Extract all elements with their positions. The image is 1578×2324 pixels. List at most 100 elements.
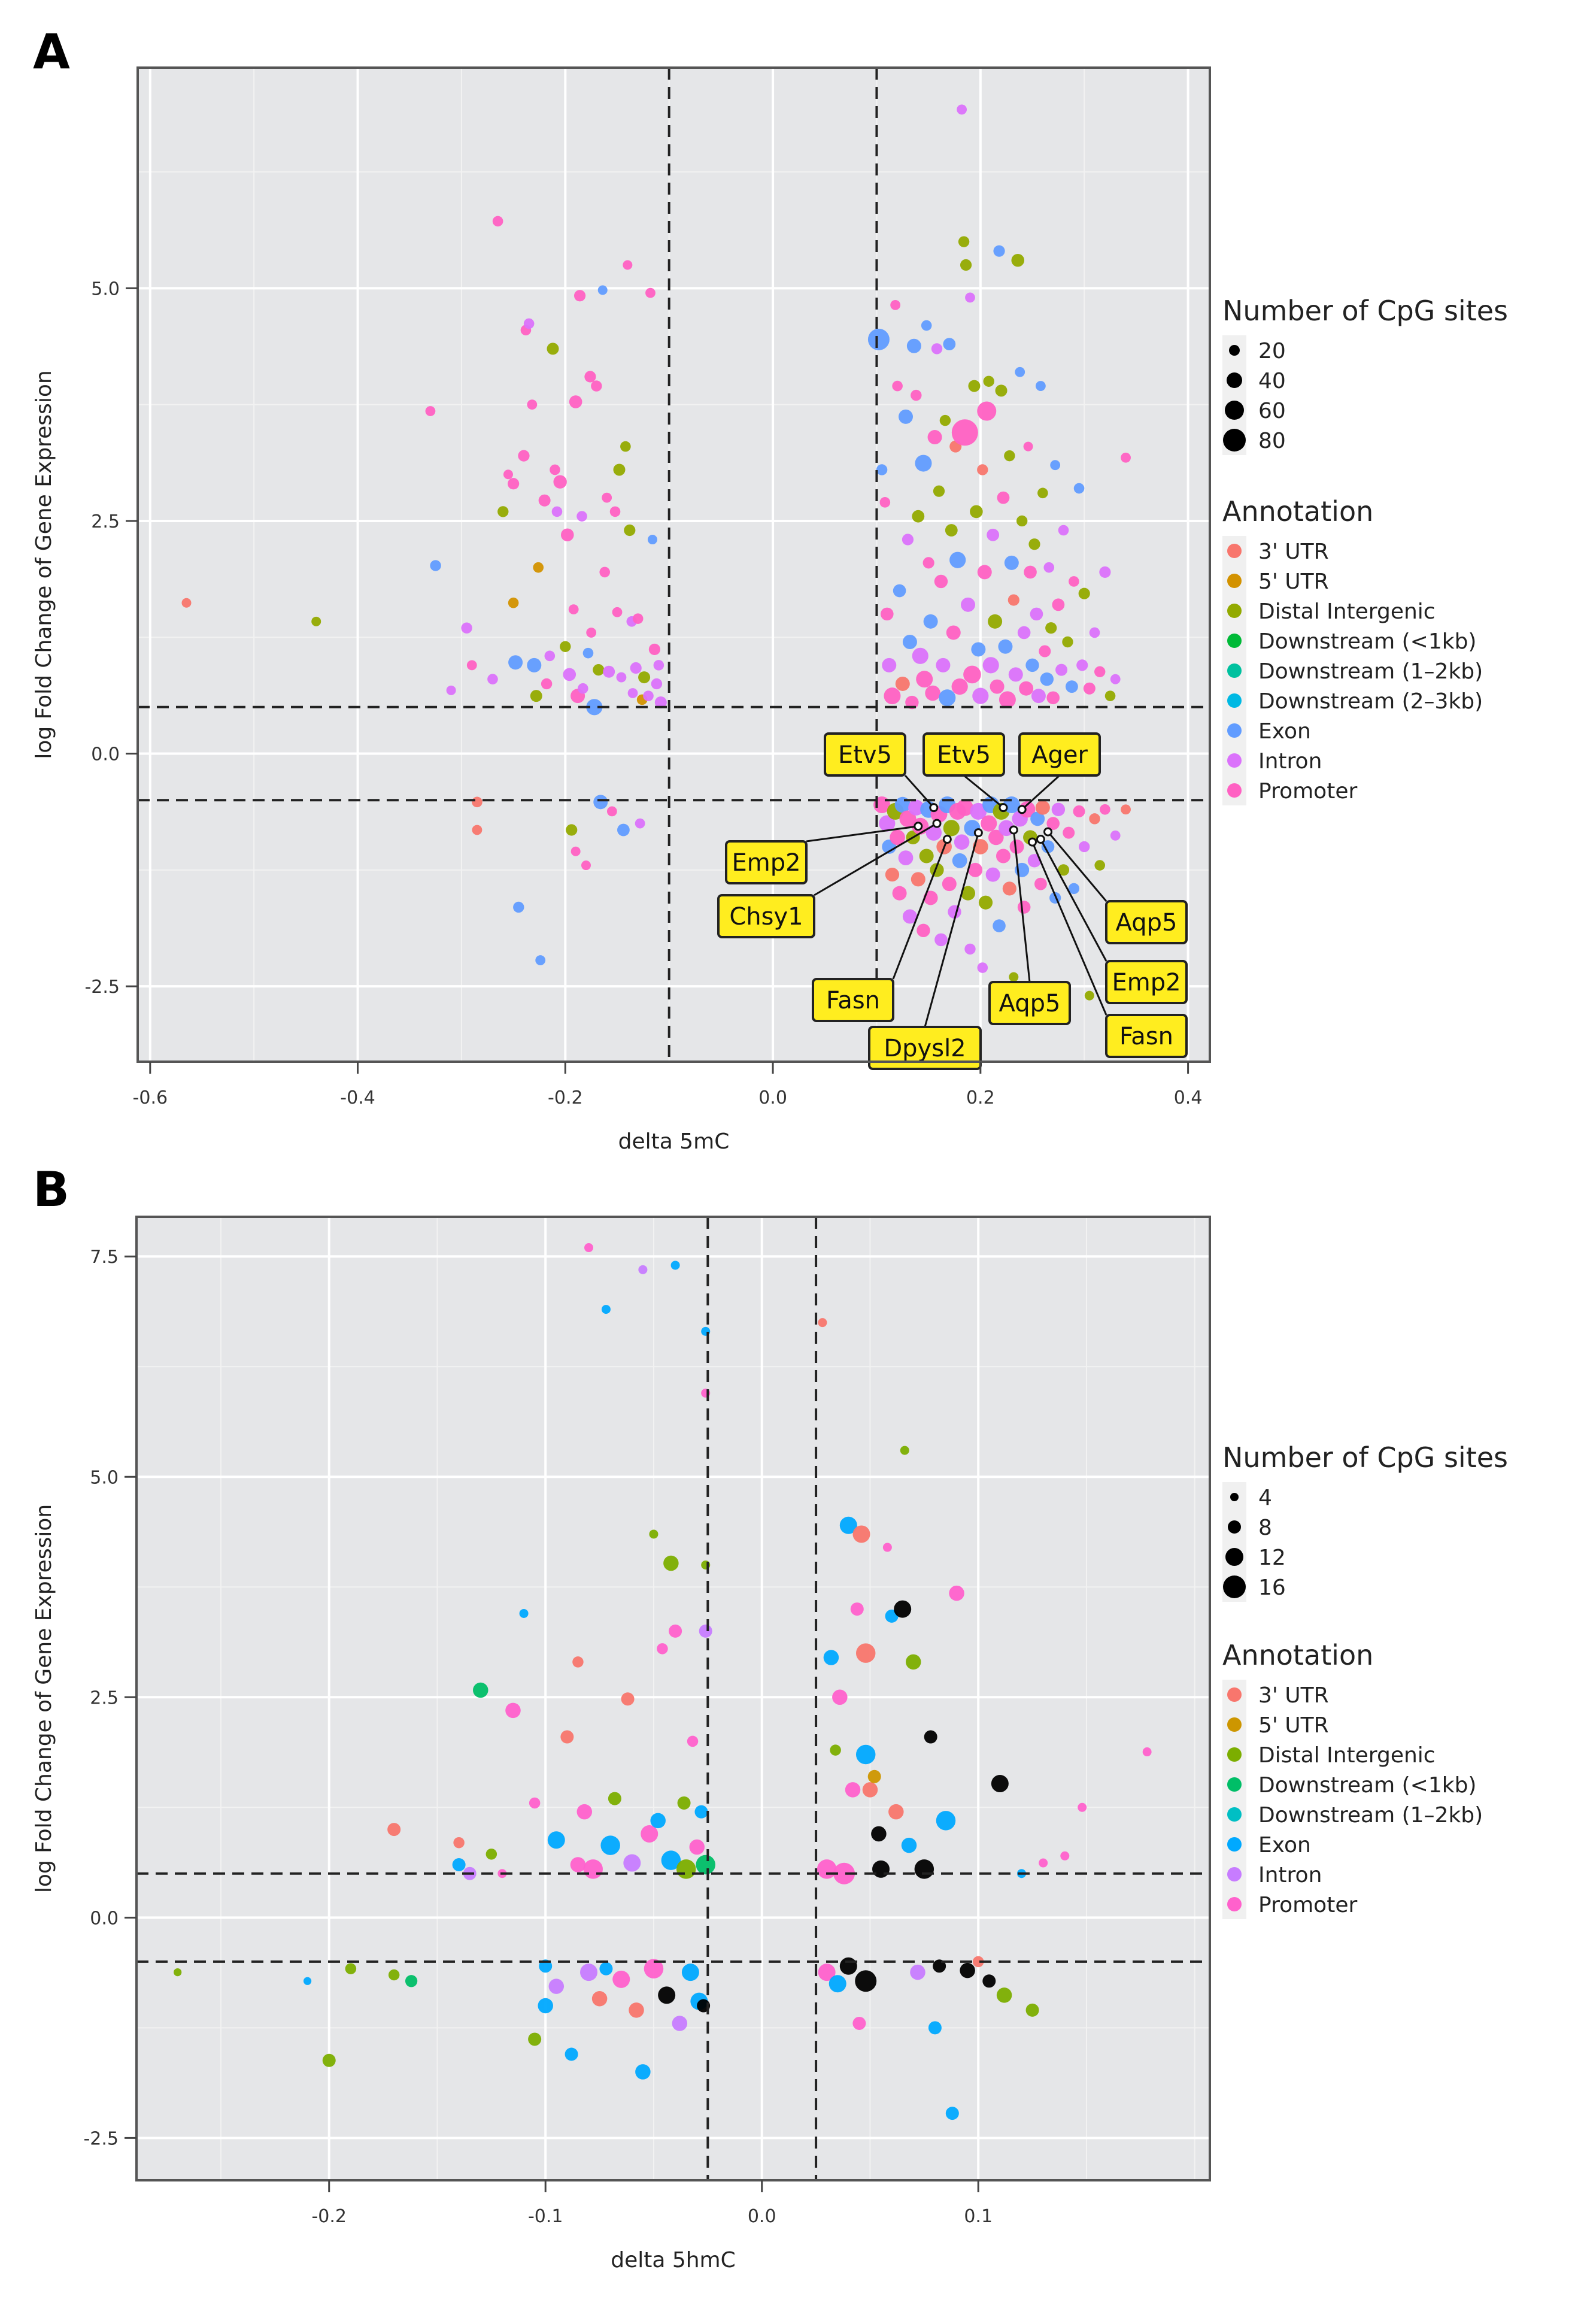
- data-point: [983, 375, 994, 387]
- data-point: [912, 647, 928, 664]
- data-point: [620, 441, 631, 452]
- color-legend-dot: [1227, 604, 1242, 618]
- data-point: [823, 1650, 839, 1665]
- size-legend-label: 16: [1258, 1575, 1286, 1600]
- size-legend-label: 40: [1258, 369, 1286, 393]
- data-point: [582, 647, 594, 659]
- data-point: [928, 2021, 942, 2035]
- data-point: [951, 678, 968, 695]
- gene-label-box: [922, 732, 1005, 777]
- label-connector: [1047, 831, 1107, 902]
- y-axis-title: log Fold Change of Gene Expression: [32, 1504, 56, 1893]
- data-point: [649, 1529, 658, 1539]
- data-point: [902, 909, 917, 924]
- data-point: [405, 1975, 418, 1987]
- data-point: [978, 895, 993, 910]
- data-point: [1121, 452, 1131, 463]
- data-point: [612, 1970, 630, 1988]
- data-point: [551, 506, 563, 517]
- color-legend-label: Downstream (<1kb): [1258, 629, 1476, 654]
- data-point: [1011, 253, 1025, 267]
- labeled-point: [1028, 837, 1037, 847]
- data-point: [968, 862, 983, 877]
- data-point: [699, 1624, 712, 1638]
- data-point: [1035, 800, 1050, 815]
- data-point: [1019, 681, 1034, 696]
- data-point: [1009, 839, 1024, 854]
- label-connector: [814, 822, 937, 896]
- data-point: [945, 524, 958, 537]
- gene-label-box: [824, 732, 906, 777]
- data-point: [544, 650, 556, 662]
- data-point: [1055, 663, 1068, 676]
- data-point: [818, 1318, 827, 1328]
- data-point: [996, 849, 1010, 863]
- size-legend-label: 20: [1258, 339, 1286, 363]
- data-point: [855, 1744, 876, 1765]
- data-point: [1094, 860, 1106, 871]
- data-point: [1069, 576, 1079, 587]
- data-point: [627, 688, 638, 698]
- data-point: [885, 867, 900, 882]
- color-legend-dot: [1227, 723, 1242, 738]
- data-point: [1078, 1802, 1087, 1812]
- plot-border: [136, 66, 1211, 1063]
- data-point: [541, 678, 553, 690]
- labeled-point: [1017, 805, 1027, 814]
- data-point: [1060, 1851, 1070, 1861]
- gene-label: Fasn: [1119, 1023, 1173, 1050]
- data-point: [1023, 441, 1033, 452]
- color-legend-title: Annotation: [1222, 1639, 1373, 1671]
- gene-labels: Etv5 Etv5 AgerEmp2Chsy1FasnDpysl2Aqp5Aqp5E…: [717, 732, 1188, 1070]
- data-point: [839, 1957, 857, 1975]
- data-point: [569, 395, 582, 408]
- data-point: [452, 1858, 466, 1871]
- data-point: [497, 506, 509, 517]
- data-point: [630, 662, 642, 674]
- data-point: [505, 1702, 521, 1719]
- data-point: [669, 1624, 682, 1638]
- data-point: [973, 839, 988, 855]
- data-point: [538, 1998, 553, 2014]
- data-point: [322, 2053, 336, 2067]
- data-point: [888, 1804, 904, 1820]
- label-connector: [892, 838, 948, 980]
- data-point: [599, 1962, 613, 1975]
- data-point: [923, 614, 938, 629]
- data-point: [985, 867, 1000, 882]
- label-connector: [1021, 774, 1061, 810]
- data-point: [601, 1305, 611, 1314]
- x-tick-label: -0.2: [311, 2206, 347, 2227]
- plot-border: [135, 1216, 1211, 2181]
- y-tick-label: -2.5: [83, 2128, 119, 2149]
- data-point: [852, 1525, 870, 1543]
- data-point: [388, 1969, 400, 1981]
- gene-label-box: [1105, 1014, 1188, 1058]
- data-point: [617, 823, 630, 837]
- data-point: [612, 607, 623, 617]
- data-point: [577, 683, 588, 694]
- data-point: [945, 2107, 959, 2120]
- data-point: [981, 815, 997, 832]
- color-legend-title: Annotation: [1222, 495, 1373, 528]
- color-legend-dot: [1227, 1837, 1242, 1852]
- data-point: [852, 2016, 866, 2030]
- data-point: [879, 815, 896, 832]
- data-point: [895, 676, 910, 691]
- data-point: [960, 1962, 975, 1978]
- data-point: [672, 2016, 688, 2031]
- data-point: [943, 820, 960, 837]
- data-point: [972, 687, 989, 704]
- data-point: [952, 853, 967, 868]
- data-point: [586, 699, 603, 716]
- data-point: [503, 469, 513, 480]
- data-point: [1002, 881, 1016, 896]
- data-point: [879, 497, 891, 508]
- data-point: [970, 802, 987, 820]
- data-point: [487, 674, 498, 684]
- data-point: [908, 799, 924, 816]
- label-connector: [904, 775, 934, 808]
- label-connector: [963, 774, 1004, 808]
- data-point: [681, 1964, 699, 1981]
- data-point: [970, 505, 983, 519]
